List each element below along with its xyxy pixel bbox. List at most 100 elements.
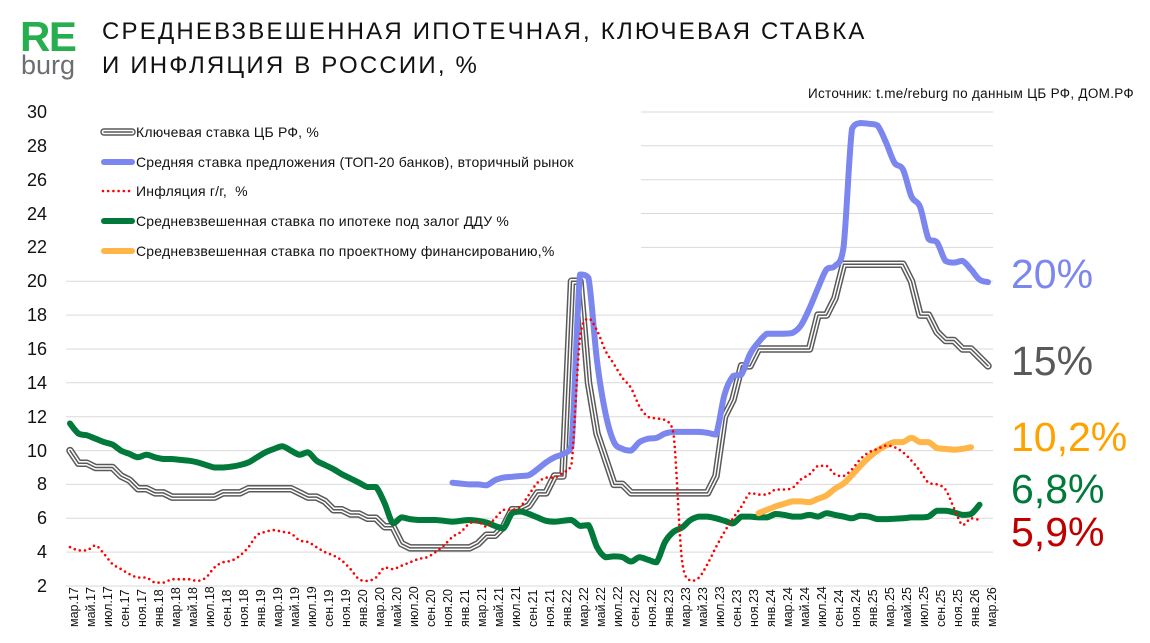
x-tick-label: мар.24 [780, 587, 795, 627]
x-tick-label: мар.17 [66, 587, 81, 627]
x-tick-label: мар.26 [984, 587, 999, 627]
x-tick-label: янв.20 [355, 589, 370, 627]
legend-label: Инфляция г/г, % [136, 183, 248, 200]
y-tick-label: 12 [26, 406, 47, 427]
end-label-key-rate: 15% [1011, 338, 1094, 384]
x-tick-label: сен.21 [525, 589, 540, 627]
x-tick-label: ноя.18 [236, 588, 251, 627]
y-tick-label: 20 [26, 271, 47, 292]
page-title: СРЕДНЕВЗВЕШЕННАЯ ИПОТЕЧНАЯ, КЛЮЧЕВАЯ СТА… [102, 15, 867, 83]
x-tick-label: май.20 [389, 587, 404, 627]
x-tick-label: сен.17 [117, 589, 132, 627]
x-tick-label: июл.22 [610, 586, 625, 627]
x-tick-label: сен.24 [831, 589, 846, 627]
x-tick-label: ноя.20 [440, 588, 455, 627]
chart-legend: Ключевая ставка ЦБ РФ, % Средняя ставка … [66, 110, 641, 268]
x-tick-label: июл.23 [712, 586, 727, 627]
end-label-project-finance: 10,2% [1011, 414, 1128, 460]
y-tick-label: 22 [26, 237, 47, 258]
y-tick-label: 28 [26, 135, 47, 156]
x-tick-label: янв.24 [763, 589, 778, 627]
x-tick-label: мар.18 [168, 587, 183, 627]
x-tick-label: мар.23 [678, 587, 693, 627]
x-tick-label: май.21 [491, 587, 506, 627]
title-line-1: СРЕДНЕВЗВЕШЕННАЯ ИПОТЕЧНАЯ, КЛЮЧЕВАЯ СТА… [102, 18, 867, 45]
x-tick-label: ноя.24 [848, 588, 863, 627]
series-line [67, 420, 983, 566]
x-tick-label: сен.25 [933, 589, 948, 627]
x-tick-label: июл.21 [508, 586, 523, 627]
legend-swatch-double-line-icon [100, 128, 136, 136]
x-tick-label: сен.20 [423, 589, 438, 627]
x-tick-label: янв.21 [457, 589, 472, 627]
y-tick-label: 30 [26, 102, 47, 122]
series-line-dotted [68, 317, 981, 584]
y-tick-label: 10 [26, 440, 47, 461]
x-tick-label: янв.22 [559, 589, 574, 627]
legend-swatch-line-icon [101, 247, 135, 254]
end-label-ddu-mortgage: 6,8% [1011, 466, 1105, 512]
x-tick-label: ноя.19 [338, 588, 353, 627]
x-tick-label: май.18 [185, 587, 200, 627]
x-tick-label: янв.19 [253, 589, 268, 627]
x-tick-label: янв.23 [661, 589, 676, 627]
x-tick-label: июл.24 [814, 586, 829, 627]
legend-label: Средневзвешенная ставка по ипотеке под з… [136, 213, 510, 230]
y-tick-label: 14 [26, 372, 47, 393]
series-line [755, 434, 974, 517]
series-line-core [69, 263, 989, 549]
end-label-offer-rate: 20% [1011, 251, 1094, 297]
y-tick-label: 26 [26, 169, 47, 190]
x-tick-label: май.22 [593, 587, 608, 627]
end-label-inflation: 5,9% [1011, 509, 1105, 555]
source-note: Источник: t.me/reburg по данным ЦБ РФ, Д… [808, 86, 1134, 101]
y-tick-label: 8 [36, 474, 47, 495]
x-tick-label: мар.21 [474, 587, 489, 627]
x-tick-label: янв.25 [865, 589, 880, 627]
legend-swatch-dotted-line-icon [101, 190, 133, 193]
legend-swatch-line-icon [101, 218, 135, 225]
x-tick-label: сен.19 [321, 589, 336, 627]
y-tick-label: 16 [26, 339, 47, 359]
legend-item-ddu-mortgage: Средневзвешенная ставка по ипотеке под з… [100, 211, 509, 231]
legend-item-inflation: Инфляция г/г, % [100, 181, 248, 201]
y-tick-label: 24 [26, 203, 47, 224]
x-tick-label: сен.22 [627, 589, 642, 627]
x-tick-label: май.19 [287, 587, 302, 627]
logo-re: RE [20, 13, 77, 60]
logo-burg: burg [21, 50, 76, 80]
x-tick-label: май.24 [797, 587, 812, 627]
x-tick-label: янв.26 [967, 589, 982, 627]
x-tick-label: ноя.22 [644, 588, 659, 627]
y-tick-label: 6 [36, 508, 47, 529]
x-tick-label: май.17 [83, 587, 98, 627]
x-tick-label: ноя.17 [134, 588, 149, 627]
y-tick-label: 2 [36, 576, 47, 596]
x-tick-label: сен.18 [219, 589, 234, 627]
legend-item-key-rate: Ключевая ставка ЦБ РФ, % [100, 122, 319, 142]
x-tick-label: ноя.21 [542, 588, 557, 627]
legend-swatch-line-icon [101, 158, 135, 165]
legend-label: Ключевая ставка ЦБ РФ, % [136, 124, 320, 140]
x-tick-label: мар.20 [372, 587, 387, 627]
x-tick-label: мар.22 [576, 587, 591, 627]
series-key-rate [66, 260, 992, 552]
x-tick-label: июл.20 [406, 586, 421, 627]
series-line [449, 120, 991, 489]
x-tick-label: июл.25 [916, 586, 931, 627]
legend-label: Средневзвешенная ставка по проектному фи… [136, 242, 555, 259]
title-line-2: И ИНФЛЯЦИЯ В РОССИИ, % [102, 52, 480, 79]
legend-item-offer-rate: Средняя ставка предложения (ТОП-20 банко… [100, 152, 574, 172]
x-tick-label: июл.19 [304, 586, 319, 627]
series-ddu-mortgage [67, 420, 983, 566]
x-tick-label: июл.17 [100, 586, 115, 627]
legend-item-project-finance: Средневзвешенная ставка по проектному фи… [100, 241, 554, 261]
x-tick-label: ноя.23 [746, 588, 761, 627]
x-tick-label: мар.25 [882, 587, 897, 627]
series-project-finance [755, 434, 974, 517]
x-tick-label: июл.18 [202, 586, 217, 627]
y-tick-label: 4 [36, 542, 47, 563]
series-offer-rate [449, 120, 991, 489]
x-tick-label: мар.19 [270, 587, 285, 627]
